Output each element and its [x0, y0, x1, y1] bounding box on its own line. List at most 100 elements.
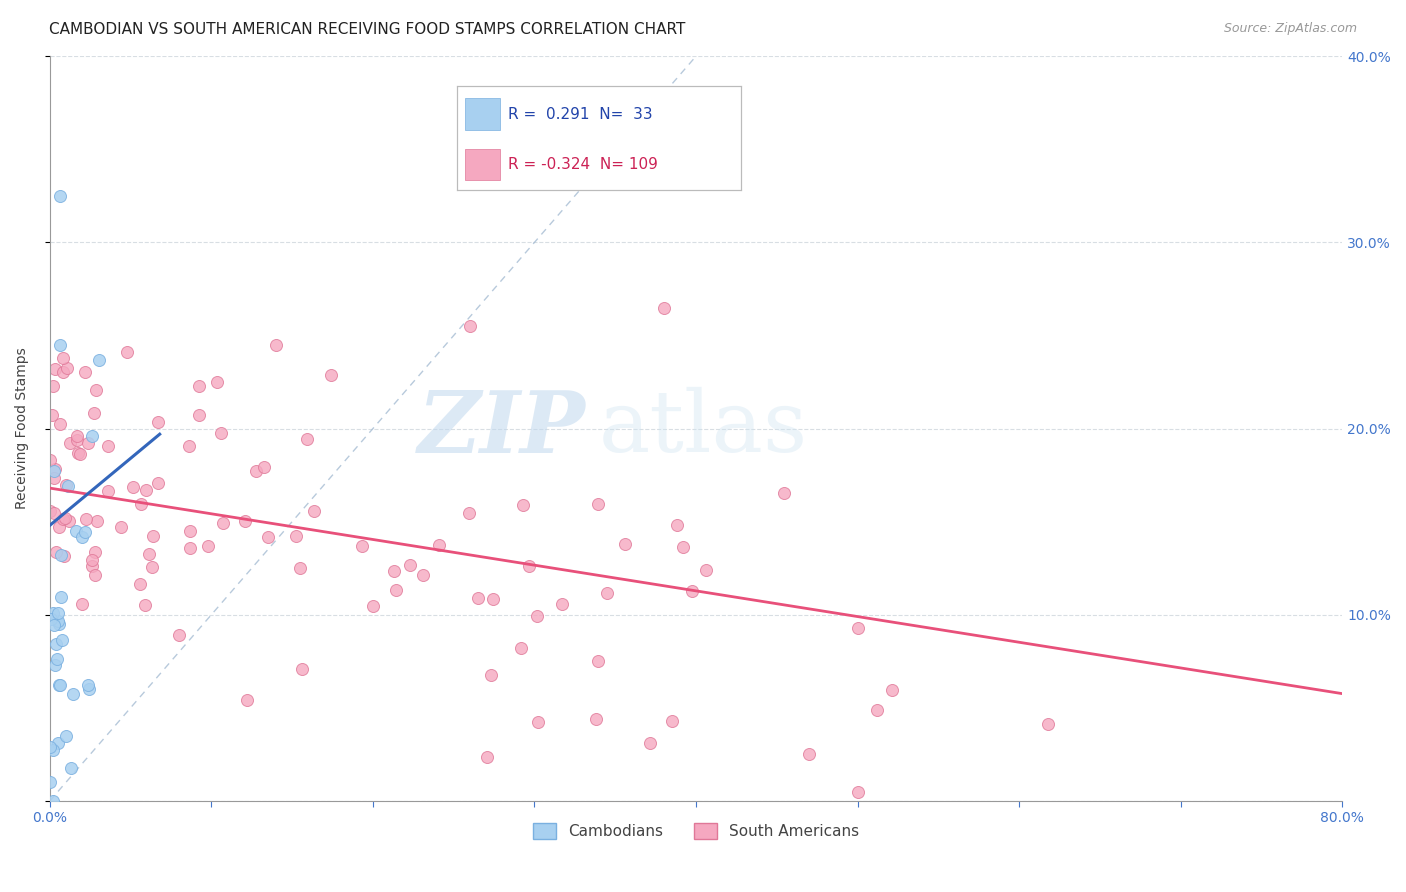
- Point: [179, 541, 201, 555]
- Point: [257, 530, 280, 544]
- Point: [41, 379, 63, 393]
- Point: [46, 607, 69, 621]
- Point: [46, 614, 69, 628]
- Point: [398, 558, 420, 573]
- Point: [55, 729, 77, 743]
- Point: [51, 590, 73, 604]
- Point: [412, 568, 434, 582]
- Point: [80, 553, 103, 567]
- Point: [42, 743, 65, 757]
- Point: [586, 654, 609, 668]
- Point: [58, 479, 80, 493]
- Point: [467, 591, 489, 605]
- Point: [39, 739, 62, 754]
- Point: [148, 476, 170, 491]
- Point: [661, 714, 683, 728]
- Point: [77, 682, 100, 697]
- Point: [245, 464, 267, 478]
- Point: [48, 678, 70, 692]
- Point: [297, 433, 319, 447]
- Point: [652, 301, 675, 315]
- Point: [84, 545, 107, 559]
- Point: [42, 794, 65, 808]
- Point: [56, 361, 79, 376]
- Point: [385, 582, 408, 597]
- Point: [773, 485, 796, 500]
- Text: Source: ZipAtlas.com: Source: ZipAtlas.com: [1223, 22, 1357, 36]
- Point: [49, 549, 72, 563]
- Point: [44, 506, 66, 520]
- Point: [51, 633, 73, 648]
- Point: [42, 618, 65, 632]
- Point: [550, 597, 572, 611]
- Point: [97, 484, 120, 499]
- Point: [122, 480, 145, 494]
- Point: [846, 784, 869, 798]
- Point: [291, 662, 314, 676]
- Point: [285, 529, 308, 543]
- Point: [46, 736, 69, 750]
- Point: [596, 586, 619, 600]
- Point: [519, 558, 541, 573]
- Point: [75, 512, 97, 526]
- Point: [84, 568, 107, 582]
- Point: [38, 775, 60, 789]
- Point: [44, 658, 66, 673]
- Point: [41, 408, 63, 422]
- Point: [614, 537, 637, 551]
- Point: [129, 497, 152, 511]
- Point: [482, 592, 505, 607]
- Point: [321, 368, 343, 383]
- Point: [52, 366, 75, 380]
- Point: [846, 621, 869, 635]
- Point: [48, 616, 70, 631]
- Point: [527, 714, 550, 729]
- Point: [83, 406, 105, 420]
- Point: [134, 598, 156, 612]
- Point: [42, 464, 65, 478]
- Point: [39, 452, 62, 467]
- Point: [39, 504, 62, 518]
- Point: [141, 560, 163, 574]
- Point: [188, 379, 211, 393]
- Point: [586, 497, 609, 511]
- Point: [510, 641, 533, 656]
- Point: [45, 545, 67, 559]
- Point: [49, 417, 72, 431]
- Point: [69, 447, 91, 461]
- Point: [48, 520, 70, 534]
- Point: [352, 540, 374, 554]
- Point: [169, 628, 191, 642]
- Point: [42, 606, 65, 620]
- Point: [179, 524, 201, 538]
- Point: [44, 362, 66, 376]
- Point: [86, 514, 108, 528]
- Point: [253, 460, 276, 475]
- Point: [75, 525, 97, 540]
- Point: [77, 435, 100, 450]
- Point: [188, 408, 211, 422]
- Point: [672, 540, 695, 554]
- Point: [361, 599, 384, 614]
- Point: [110, 520, 132, 534]
- Point: [44, 461, 66, 475]
- Point: [512, 498, 534, 512]
- Point: [59, 761, 82, 775]
- Point: [53, 549, 76, 564]
- Y-axis label: Receiving Food Stamps: Receiving Food Stamps: [15, 348, 30, 509]
- Point: [44, 471, 66, 485]
- Point: [65, 428, 87, 442]
- Point: [302, 504, 325, 518]
- Point: [479, 668, 502, 682]
- Point: [429, 538, 451, 552]
- Point: [59, 436, 82, 450]
- Point: [288, 560, 311, 574]
- Point: [585, 712, 607, 726]
- Text: atlas: atlas: [599, 387, 808, 470]
- Point: [142, 529, 165, 543]
- Point: [882, 683, 904, 698]
- Point: [117, 345, 139, 359]
- Point: [179, 438, 201, 452]
- Point: [80, 559, 103, 574]
- Point: [62, 687, 84, 701]
